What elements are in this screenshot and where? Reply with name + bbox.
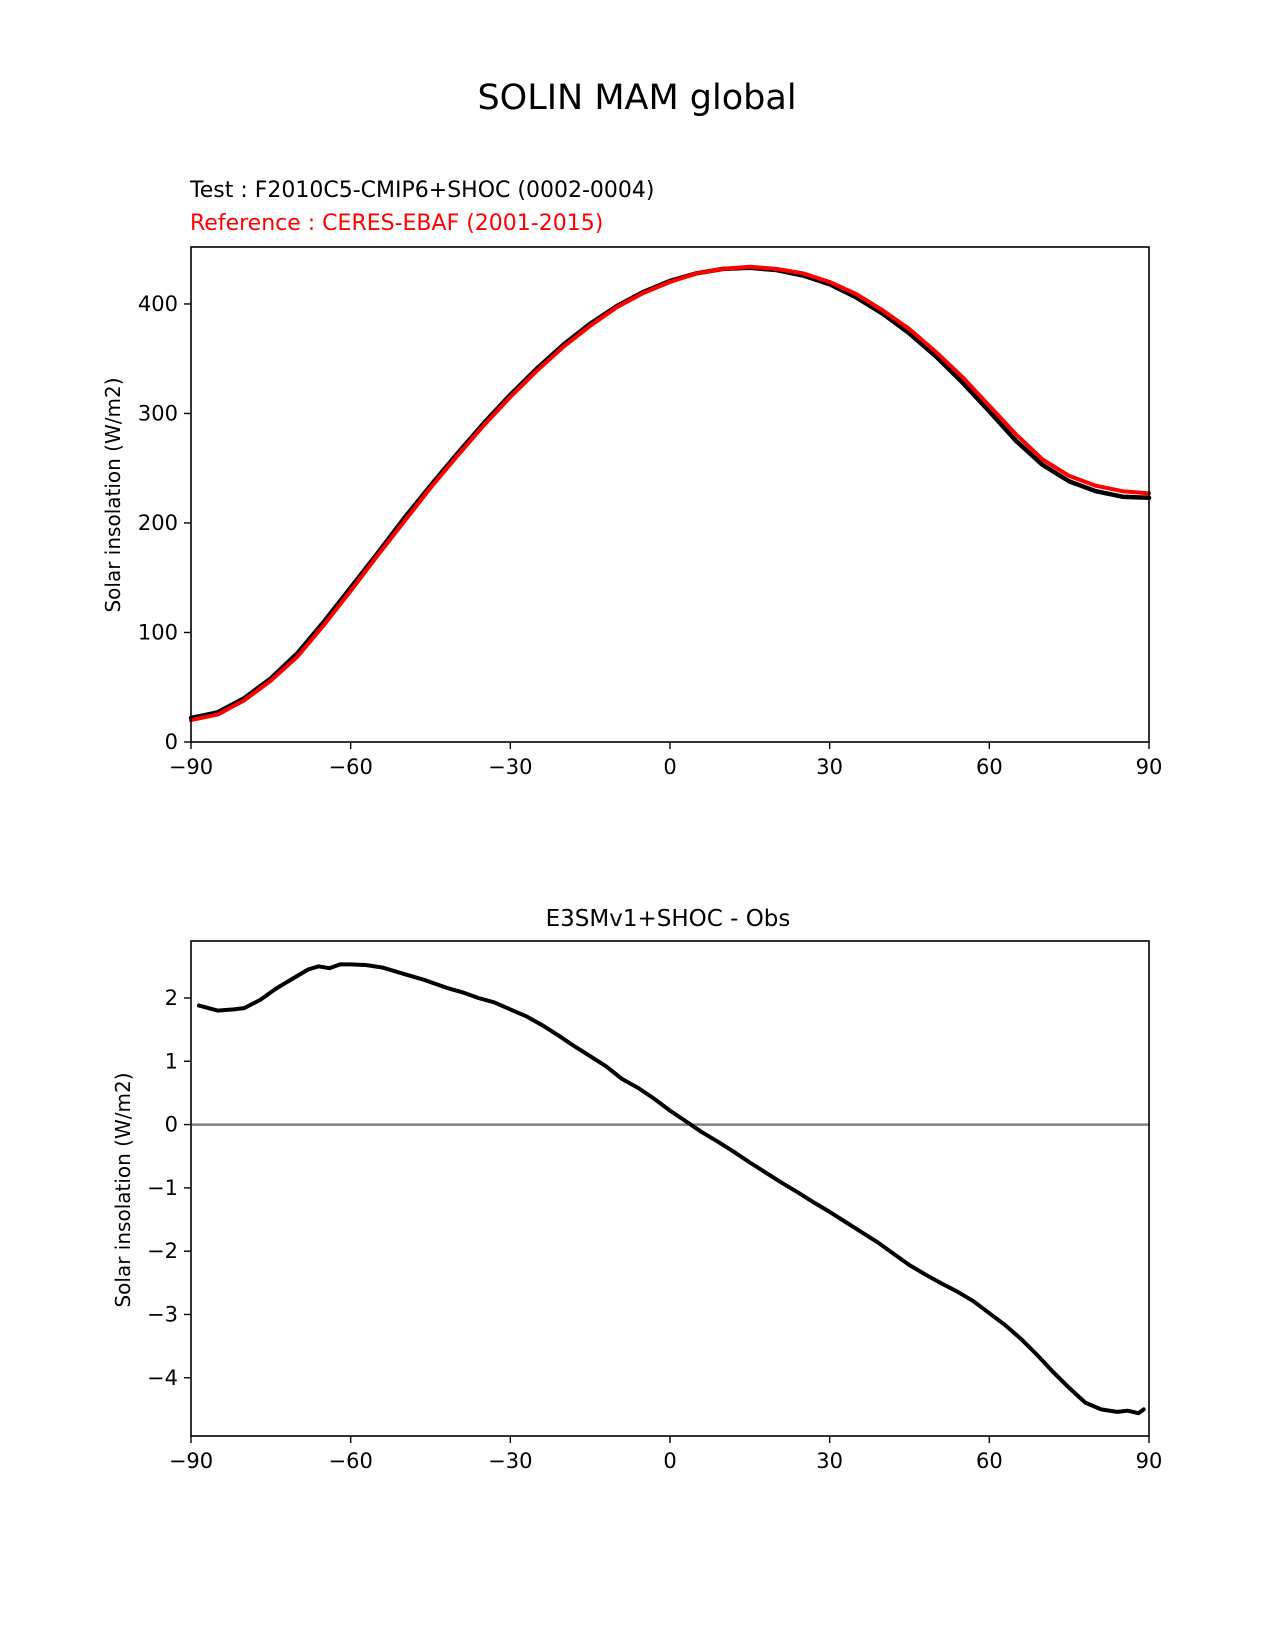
top-x-tick-label: −90 — [169, 755, 213, 779]
top-y-tick-label: 0 — [165, 730, 178, 754]
bottom-x-tick-label: 90 — [1136, 1449, 1163, 1473]
top-panel: Test : F2010C5-CMIP6+SHOC (0002-0004) Re… — [101, 178, 1162, 779]
top-x-tick-label: −30 — [488, 755, 532, 779]
top-x-tick-label: −60 — [329, 755, 373, 779]
bottom-y-tick-label: −4 — [147, 1366, 178, 1390]
bottom-x-tick-label: −90 — [169, 1449, 213, 1473]
figure-title: SOLIN MAM global — [477, 78, 796, 118]
bottom-y-tick-label: −2 — [147, 1239, 178, 1263]
top-x-tick-label: 0 — [663, 755, 676, 779]
bottom-y-tick-label: −3 — [147, 1302, 178, 1326]
top-x-tick-label: 30 — [816, 755, 843, 779]
bottom-x-tick-label: 0 — [663, 1449, 676, 1473]
top-series-reference — [189, 264, 1151, 723]
bottom-y-tick-label: 2 — [165, 986, 178, 1010]
bottom-y-tick-label: 0 — [165, 1113, 178, 1137]
bottom-plot-area: −90 −60 −30 0 30 60 90 −4 −3 −2 −1 0 1 2 — [147, 940, 1163, 1473]
bottom-y-tick-label: 1 — [165, 1049, 178, 1073]
top-axes-frame — [190, 246, 1150, 743]
bottom-y-tick-label: −1 — [147, 1176, 178, 1200]
bottom-x-tick-label: 60 — [976, 1449, 1003, 1473]
top-x-tick-label: 60 — [976, 755, 1003, 779]
top-series-test — [188, 265, 1152, 721]
bottom-panel-title: E3SMv1+SHOC - Obs — [546, 906, 791, 932]
bottom-series-diff — [197, 962, 1146, 1416]
bottom-x-tick-label: −60 — [329, 1449, 373, 1473]
bottom-x-tick-label: −30 — [488, 1449, 532, 1473]
top-y-tick-label: 300 — [138, 401, 178, 425]
test-label: Test : F2010C5-CMIP6+SHOC (0002-0004) — [189, 178, 654, 203]
bottom-axes-frame — [190, 940, 1150, 1437]
top-y-tick-label: 100 — [138, 620, 178, 644]
top-y-tick-label: 200 — [138, 511, 178, 535]
top-y-tick-label: 400 — [138, 292, 178, 316]
bottom-panel: E3SMv1+SHOC - Obs −90 −60 −30 0 30 60 90 −4 −3 −2… — [111, 906, 1162, 1473]
top-x-tick-label: 90 — [1136, 755, 1163, 779]
top-plot-area: −90 −60 −30 0 30 60 90 0 100 200 300 400 — [138, 246, 1163, 779]
top-y-axis-label: Solar insolation (W/m2) — [101, 377, 125, 612]
bottom-x-tick-label: 30 — [816, 1449, 843, 1473]
reference-label: Reference : CERES-EBAF (2001-2015) — [190, 211, 603, 236]
bottom-y-axis-label: Solar insolation (W/m2) — [111, 1072, 135, 1307]
